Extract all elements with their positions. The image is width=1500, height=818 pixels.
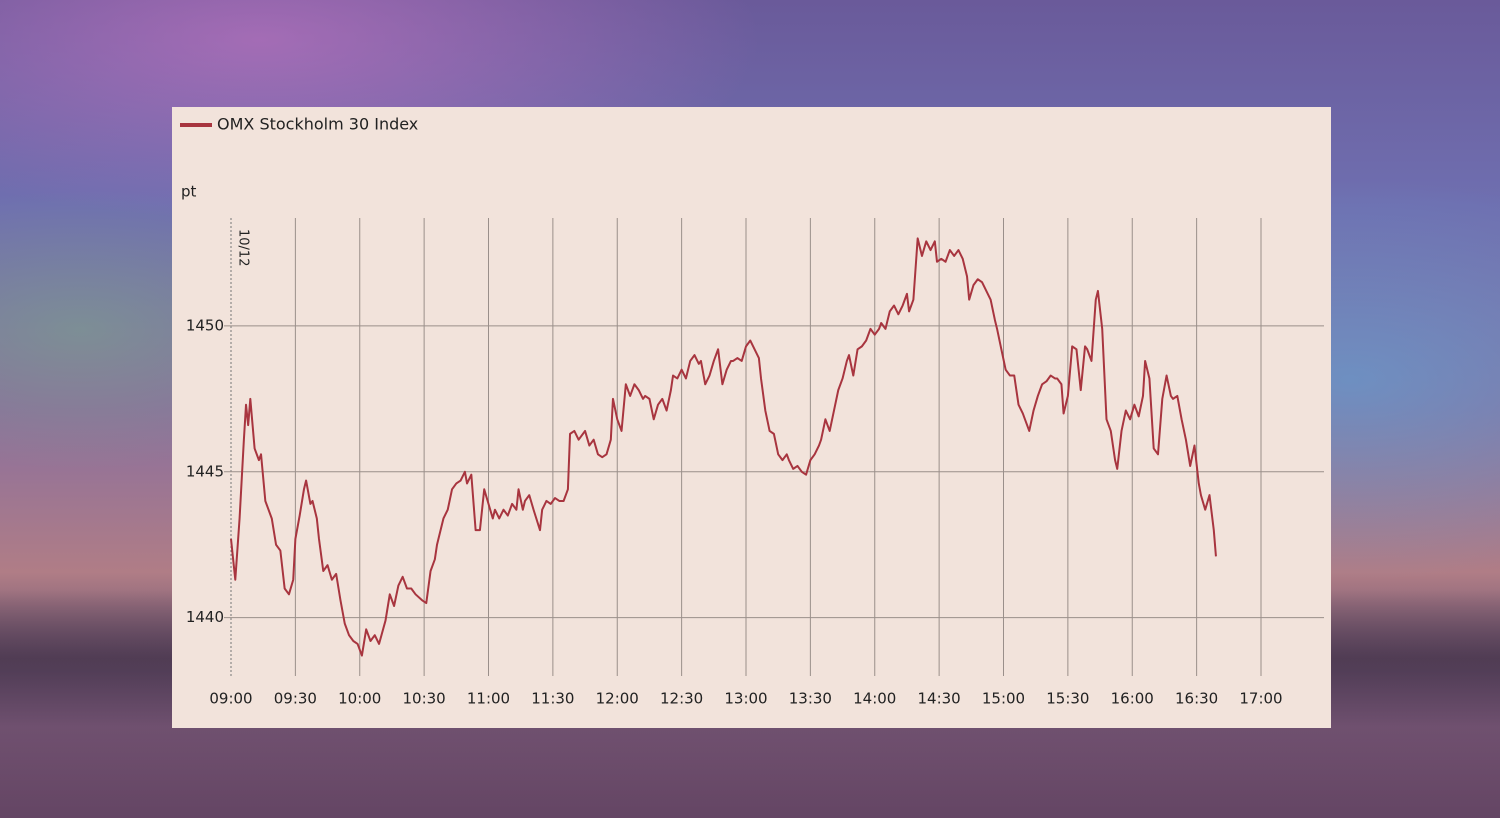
y-tick-label: 1445 xyxy=(186,462,224,480)
x-tick-label: 09:00 xyxy=(209,690,252,708)
x-tick-label: 14:30 xyxy=(918,690,961,708)
x-tick-label: 17:00 xyxy=(1239,690,1282,708)
x-tick-label: 12:30 xyxy=(660,690,703,708)
x-tick-label: 11:30 xyxy=(531,690,574,708)
x-tick-label: 10:00 xyxy=(338,690,381,708)
x-tick-label: 14:00 xyxy=(853,690,896,708)
date-annotation: 10/12 xyxy=(236,229,251,266)
chart-panel xyxy=(172,107,1331,728)
x-tick-label: 11:00 xyxy=(467,690,510,708)
x-tick-label: 12:00 xyxy=(596,690,639,708)
x-tick-label: 15:30 xyxy=(1046,690,1089,708)
legend-label: OMX Stockholm 30 Index xyxy=(217,115,418,134)
y-tick-label: 1450 xyxy=(186,316,224,334)
x-tick-label: 16:30 xyxy=(1175,690,1218,708)
x-tick-label: 09:30 xyxy=(274,690,317,708)
data-line xyxy=(230,237,1217,657)
x-tick-label: 13:30 xyxy=(789,690,832,708)
x-tick-label: 16:00 xyxy=(1111,690,1154,708)
x-tick-label: 13:00 xyxy=(724,690,767,708)
y-tick-label: 1440 xyxy=(186,608,224,626)
y-axis-unit: pt xyxy=(181,183,197,201)
x-tick-label: 10:30 xyxy=(403,690,446,708)
x-tick-label: 15:00 xyxy=(982,690,1025,708)
